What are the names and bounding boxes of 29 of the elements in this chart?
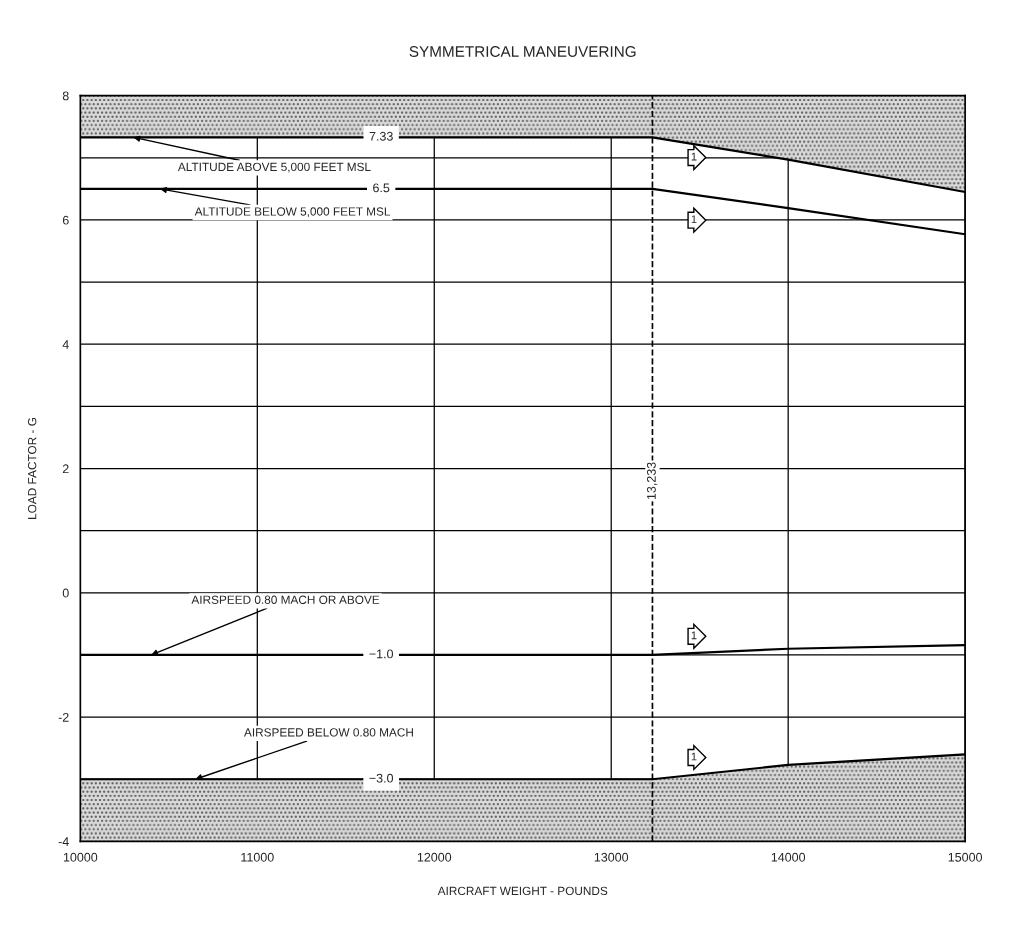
annotation: 1 xyxy=(691,152,697,161)
x-tick-label: 10000 xyxy=(63,852,98,862)
y-tick-label: 6 xyxy=(62,215,69,225)
x-axis-title: AIRCRAFT WEIGHT - POUNDS xyxy=(437,886,608,896)
annotation: 1 xyxy=(691,215,697,224)
annotation: AIRSPEED BELOW 0.80 MACH xyxy=(244,728,413,737)
y-tick-label: 4 xyxy=(62,340,69,349)
annotation: −1.0 xyxy=(369,649,394,659)
annotation: 6.5 xyxy=(373,183,390,193)
annotation: 1 xyxy=(691,752,697,761)
x-tick-label: 13000 xyxy=(594,852,629,862)
chart-title: SYMMETRICAL MANEUVERING xyxy=(409,46,636,57)
y-tick-label: -2 xyxy=(58,712,69,722)
x-tick-label: 15000 xyxy=(948,852,983,862)
annotation: −3.0 xyxy=(369,773,394,783)
annotation: AIRSPEED 0.80 MACH OR ABOVE xyxy=(191,595,380,604)
y-axis-title: LOAD FACTOR - G xyxy=(27,418,37,519)
x-tick-label: 14000 xyxy=(771,852,806,862)
ref-line-label: 13,233 xyxy=(646,462,658,500)
y-tick-label: 8 xyxy=(62,91,69,101)
y-tick-label: 0 xyxy=(62,588,69,598)
annotation: ALTITUDE BELOW 5,000 FEET MSL xyxy=(194,207,391,218)
annotation: 7.33 xyxy=(369,131,393,141)
x-tick-label: 12000 xyxy=(417,852,452,862)
annotation: ALTITUDE ABOVE 5,000 FEET MSL xyxy=(177,162,371,173)
x-tick-label: 11000 xyxy=(241,852,274,862)
y-tick-label: 2 xyxy=(62,464,69,474)
annotation: 1 xyxy=(691,631,697,640)
y-tick-label: -4 xyxy=(58,837,69,846)
